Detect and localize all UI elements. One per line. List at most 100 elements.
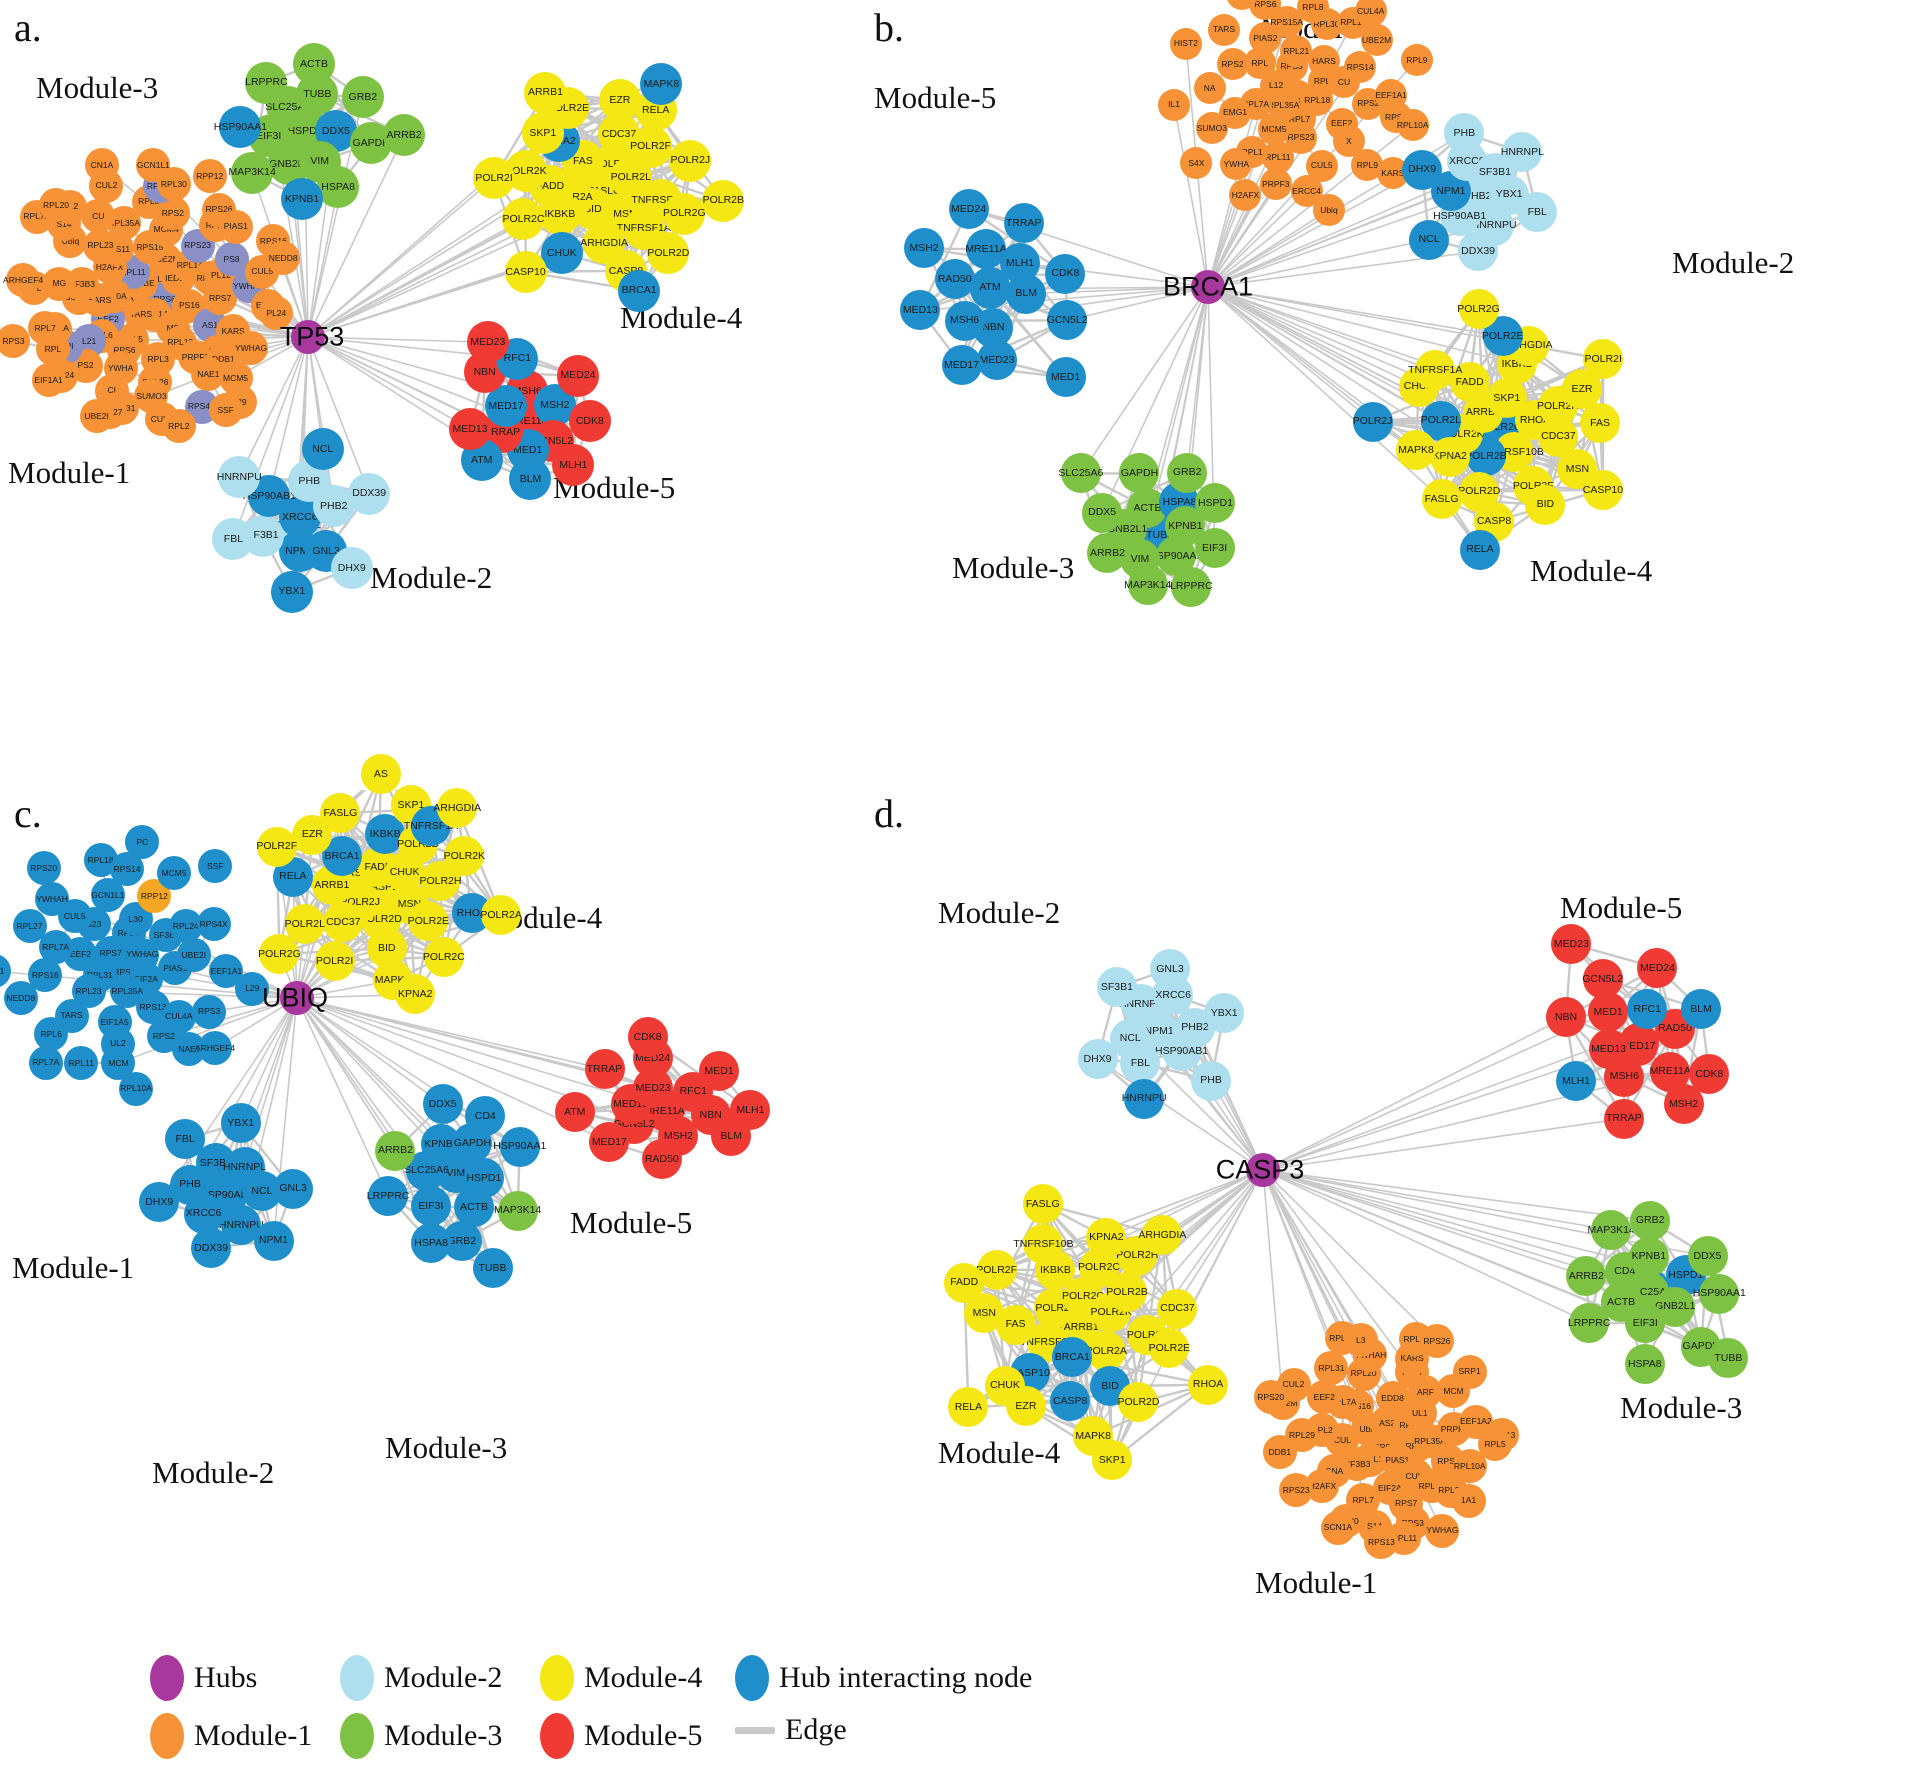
network-node[interactable]: HSP90AB1	[1155, 1030, 1208, 1071]
network-node[interactable]: RPL11	[64, 1045, 99, 1080]
network-node[interactable]: YWHAH	[35, 881, 70, 916]
network-node[interactable]: HSPA8	[317, 166, 360, 209]
network-node[interactable]: ARRB2	[375, 1130, 416, 1171]
network-node[interactable]: HNRNPU	[217, 455, 262, 498]
network-node[interactable]: ARHGDIA	[433, 788, 481, 829]
network-node[interactable]: FADD	[944, 1262, 985, 1303]
network-node[interactable]: NEDD8	[266, 240, 301, 275]
network-node[interactable]: CD4	[465, 1095, 506, 1136]
network-node[interactable]: PIAS1	[1225, 0, 1258, 11]
network-node[interactable]: POLR2A	[1085, 1331, 1127, 1372]
network-node[interactable]: ARHGDIA	[1138, 1215, 1186, 1256]
network-node[interactable]: RPL2	[161, 409, 196, 444]
network-node[interactable]: UBE2I	[79, 399, 114, 434]
network-node[interactable]: POLR2E	[408, 901, 449, 942]
network-node[interactable]: DDX5	[422, 1084, 463, 1125]
network-node[interactable]: YBX1	[1204, 993, 1245, 1034]
panel-b-hub-node[interactable]	[1191, 270, 1225, 304]
network-node[interactable]: DDX5	[1082, 492, 1123, 533]
network-node[interactable]: MED23	[1551, 923, 1592, 964]
network-node[interactable]: RPS20	[26, 851, 61, 886]
network-node[interactable]: CASP10	[504, 250, 547, 293]
network-node[interactable]: TRRAP	[1003, 203, 1044, 244]
network-node[interactable]: RPS2	[1216, 48, 1249, 81]
network-node[interactable]: UBE2M	[1360, 23, 1393, 56]
network-node[interactable]: RPS14	[1344, 51, 1377, 84]
network-node[interactable]: POLR2C	[502, 198, 544, 241]
network-node[interactable]: YWHA	[1220, 148, 1253, 181]
network-node[interactable]: POLR2F	[256, 826, 297, 867]
network-node[interactable]: YWHAG	[1425, 1513, 1460, 1548]
network-node[interactable]: HSPA8	[1624, 1344, 1665, 1385]
network-node[interactable]: POLR2I	[473, 157, 516, 200]
network-node[interactable]: HNRNPL	[1501, 132, 1544, 173]
network-node[interactable]: KPNA2	[395, 974, 436, 1015]
network-node[interactable]: MED1	[699, 1050, 740, 1091]
network-node[interactable]: TNFRSF1A	[1408, 349, 1462, 390]
network-node[interactable]: IL1	[1158, 88, 1191, 121]
network-node[interactable]: EEF2	[1307, 1380, 1342, 1415]
network-node[interactable]: EIF3I	[410, 1185, 451, 1226]
network-node[interactable]: BLM	[711, 1116, 752, 1157]
network-node[interactable]: TUBB	[1708, 1337, 1749, 1378]
network-node[interactable]: GRB2	[341, 76, 384, 119]
network-node[interactable]: ARHGEF4	[3, 263, 43, 298]
network-node[interactable]: RAD50	[641, 1138, 682, 1179]
network-node[interactable]: SSF	[198, 849, 233, 884]
network-node[interactable]: MED13	[449, 407, 492, 450]
network-node[interactable]: RELA	[948, 1387, 989, 1428]
network-node[interactable]: MED17	[589, 1122, 630, 1163]
network-node[interactable]: FAS	[1580, 402, 1621, 443]
network-node[interactable]: ARRB1	[524, 71, 567, 114]
network-node[interactable]: PHB	[1444, 113, 1485, 154]
network-node[interactable]: CDC37	[323, 902, 364, 943]
network-node[interactable]: GRB2	[1630, 1200, 1671, 1241]
network-node[interactable]: FASLG	[320, 792, 361, 833]
network-node[interactable]: MSH2	[904, 228, 945, 269]
network-node[interactable]: FASLG	[1022, 1183, 1063, 1224]
network-node[interactable]: RPS23	[1279, 1473, 1314, 1507]
network-node[interactable]: GRB2	[1167, 452, 1208, 493]
network-node[interactable]: POLR2I	[1583, 339, 1624, 380]
network-node[interactable]: SRP1	[1452, 1354, 1487, 1389]
network-node[interactable]: L3	[1343, 1323, 1378, 1358]
network-node[interactable]: DDX39	[348, 472, 391, 515]
panel-a-hub-node[interactable]	[291, 320, 325, 354]
network-node[interactable]: GNL3	[273, 1168, 314, 1209]
network-node[interactable]: HSPD1	[1195, 483, 1236, 524]
network-node[interactable]: RPL10A	[119, 1071, 154, 1106]
network-node[interactable]: HSP90AA1	[1693, 1273, 1746, 1314]
network-node[interactable]: MED1	[1045, 357, 1086, 398]
network-node[interactable]: POLR2D	[1117, 1382, 1159, 1423]
network-node[interactable]: RPS4X	[196, 906, 231, 941]
network-node[interactable]: AS	[360, 754, 401, 795]
network-node[interactable]: BLM	[1006, 273, 1047, 314]
network-node[interactable]: CHUK	[984, 1365, 1025, 1406]
network-node[interactable]: MSH2	[1663, 1084, 1704, 1125]
network-node[interactable]: RELA	[1459, 529, 1500, 570]
network-node[interactable]: NCL	[301, 427, 344, 470]
network-node[interactable]: POLR2G	[258, 934, 301, 975]
network-node[interactable]: MSH6	[944, 300, 985, 341]
network-node[interactable]: MCM5	[157, 855, 192, 890]
network-node[interactable]: LRPPRC	[367, 1176, 409, 1217]
network-node[interactable]: BLM	[509, 458, 552, 501]
network-node[interactable]: CDK8	[1045, 253, 1086, 294]
network-node[interactable]: SUMO3	[1195, 112, 1228, 145]
network-node[interactable]: RPS13	[1364, 1525, 1399, 1560]
network-node[interactable]: GCN5L2	[1582, 959, 1623, 1000]
network-node[interactable]: PIAS1	[218, 209, 253, 244]
network-node[interactable]: GNL3	[1149, 949, 1190, 990]
network-node[interactable]: CN1A	[84, 148, 119, 183]
panel-c-hub-circle[interactable]	[280, 981, 314, 1015]
network-node[interactable]: RPL7	[28, 311, 63, 346]
network-node[interactable]: POLR2D	[647, 231, 689, 274]
network-node[interactable]: ATM	[554, 1091, 595, 1132]
network-node[interactable]: CDK8	[627, 1017, 668, 1058]
network-node[interactable]: FBL	[1517, 191, 1558, 232]
network-node[interactable]: POLR2F	[629, 125, 672, 168]
network-node[interactable]: RPL7A	[28, 1045, 63, 1080]
network-node[interactable]: LRPPRC	[1568, 1302, 1610, 1343]
network-node[interactable]: MED13	[900, 290, 941, 331]
network-node[interactable]: S4X	[1180, 147, 1213, 180]
